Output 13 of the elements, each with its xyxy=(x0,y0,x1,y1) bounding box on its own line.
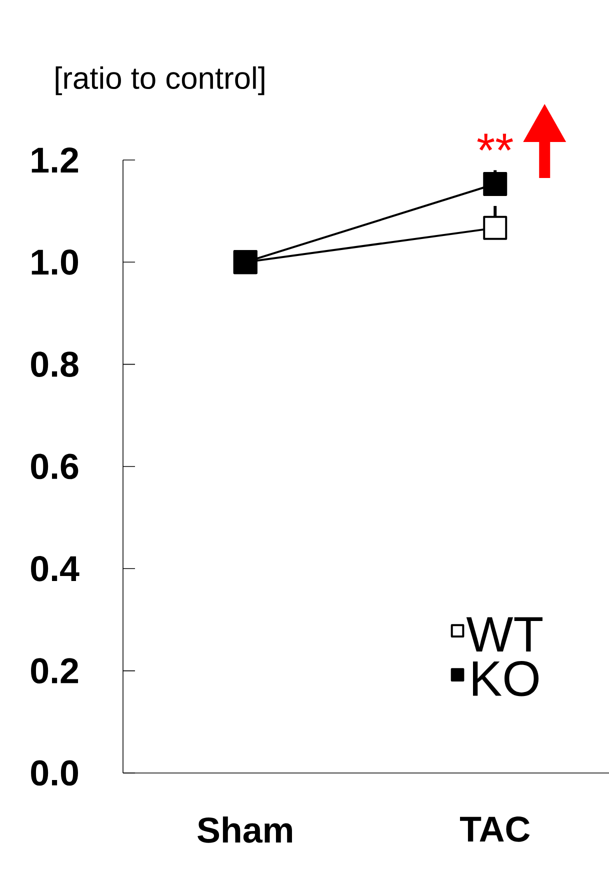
y-tick-label: 1.2 xyxy=(32,147,78,173)
y-tick-label: 0.6 xyxy=(31,454,78,480)
y-tick-label: 0.2 xyxy=(31,658,78,684)
x-tick-label: Sham xyxy=(198,816,292,843)
x-tick-label: TAC xyxy=(460,816,530,842)
legend-label: KO xyxy=(473,660,539,696)
y-tick-label: 0.8 xyxy=(31,352,78,378)
legend-label: WT xyxy=(466,617,542,652)
text: ** xyxy=(477,134,513,151)
y-tick-label: 0.4 xyxy=(31,556,80,582)
y-axis-title: [ratio to control] xyxy=(56,66,264,96)
y-tick-label: 1.0 xyxy=(32,249,78,275)
y-tick-label: 0.0 xyxy=(31,760,78,786)
